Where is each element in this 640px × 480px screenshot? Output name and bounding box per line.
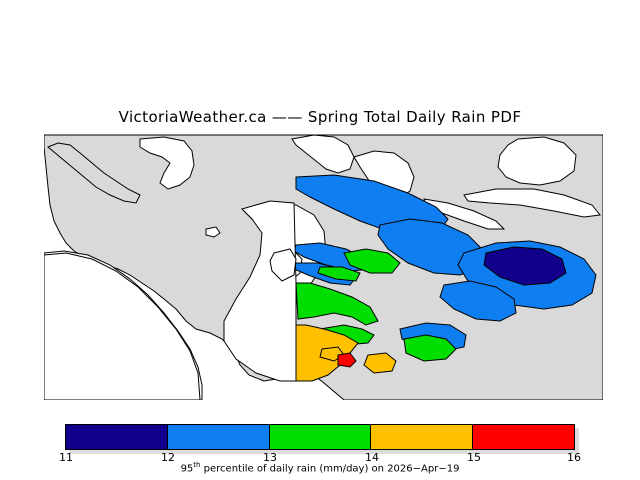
data-region-green-central	[295, 282, 379, 326]
map-svg	[44, 133, 603, 400]
colorbar-segment-5	[472, 425, 574, 449]
data-region-green-thin-island	[317, 266, 361, 282]
colorbar-segment-1	[66, 425, 167, 449]
land-northwest-spit	[47, 142, 141, 204]
water-bay-southwest-overlay	[44, 252, 201, 400]
colorbar-caption: 95th percentile of daily rain (mm/day) o…	[0, 461, 640, 474]
water-bay-central-overlay	[223, 200, 297, 382]
data-region-navy-east	[483, 246, 567, 286]
page-title: VictoriaWeather.ca —— Spring Total Daily…	[118, 108, 522, 126]
colorbar-tick-5: 16	[567, 451, 581, 464]
caption-superscript: th	[193, 461, 201, 469]
water-inlet-north-a	[139, 136, 195, 190]
data-region-red-island	[337, 352, 357, 368]
colorbar-segment-3	[268, 425, 371, 449]
water-notch-small-a	[205, 226, 221, 238]
caption-rest: percentile of daily rain (mm/day) on 202…	[200, 463, 460, 475]
colorbar-tick-1: 12	[161, 451, 175, 464]
colorbar-tick-2: 13	[263, 451, 277, 464]
water-inlet-north-b	[291, 134, 355, 174]
data-region-blue-east-tail	[439, 280, 517, 322]
water-channel-east	[463, 188, 601, 218]
colorbar-segment-4	[370, 425, 473, 449]
map-panel	[44, 133, 603, 400]
data-region-green-se-island	[403, 334, 457, 362]
water-notch-overlay-a	[269, 248, 297, 282]
water-inlet-east-long	[497, 136, 577, 186]
colorbar	[65, 424, 575, 450]
data-region-green-islands	[343, 248, 401, 274]
caption-prefix: 95	[180, 463, 194, 475]
colorbar-segment-2	[166, 425, 269, 449]
data-region-amber-island	[363, 352, 397, 374]
colorbar-tick-4: 15	[467, 451, 481, 464]
colorbar-ticks: 11 12 13 14 15 16	[0, 451, 640, 467]
colorbar-tick-0: 11	[59, 451, 73, 464]
colorbar-tick-3: 14	[365, 451, 379, 464]
